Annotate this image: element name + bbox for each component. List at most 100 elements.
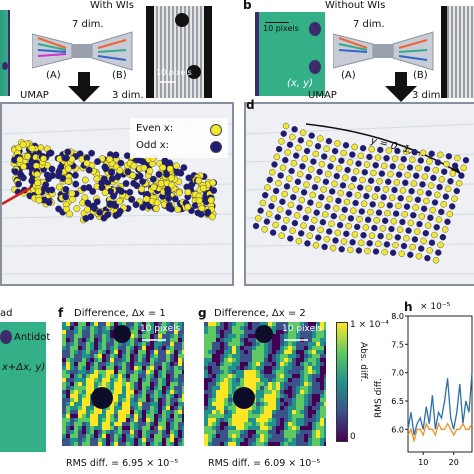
map-cell <box>82 442 86 446</box>
map-cell <box>74 394 78 398</box>
map-cell <box>304 442 308 446</box>
map-cell <box>122 410 126 414</box>
map-cell <box>110 406 114 410</box>
map-cell <box>170 346 174 350</box>
umap-point <box>368 146 375 153</box>
map-cell <box>304 386 308 390</box>
map-cell <box>260 406 264 410</box>
map-cell <box>118 378 122 382</box>
umap-dim-right: 3 dim. <box>412 90 444 101</box>
map-cell <box>312 342 316 346</box>
map-cell <box>208 382 212 386</box>
map-cell <box>216 338 220 342</box>
map-cell <box>320 346 324 350</box>
map-cell <box>86 350 90 354</box>
map-cell <box>236 354 240 358</box>
map-cell <box>212 430 216 434</box>
umap-point <box>360 200 368 208</box>
umap-point <box>357 239 365 247</box>
map-cell <box>174 378 178 382</box>
map-cell <box>236 334 240 338</box>
umap-point <box>372 248 380 255</box>
map-cell <box>170 422 174 426</box>
map-cell <box>150 350 154 354</box>
map-cell <box>78 326 82 330</box>
map-cell <box>308 322 312 326</box>
map-cell <box>174 338 178 342</box>
map-cell <box>66 334 70 338</box>
map-cell <box>316 346 320 350</box>
map-cell <box>62 442 66 446</box>
map-cell <box>236 410 240 414</box>
umap-point <box>209 179 217 187</box>
map-cell <box>82 362 86 366</box>
map-cell <box>158 362 162 366</box>
map-cell <box>142 326 146 330</box>
map-cell <box>252 342 256 346</box>
map-cell <box>134 338 138 342</box>
map-cell <box>174 418 178 422</box>
map-cell <box>292 346 296 350</box>
umap-point <box>384 209 391 217</box>
map-cell <box>320 398 324 402</box>
umap-point <box>90 202 98 210</box>
map-cell <box>316 358 320 362</box>
map-cell <box>102 374 106 378</box>
map-cell <box>182 422 184 426</box>
map-cell <box>260 434 264 438</box>
map-cell <box>70 330 74 334</box>
umap-point <box>85 166 93 174</box>
map-cell <box>110 442 114 446</box>
map-cell <box>280 390 284 394</box>
map-cell <box>82 374 86 378</box>
map-cell <box>296 362 300 366</box>
map-cell <box>228 362 232 366</box>
map-cell <box>320 354 324 358</box>
map-cell <box>292 434 296 438</box>
map-cell <box>228 370 232 374</box>
map-cell <box>174 434 178 438</box>
map-cell <box>316 374 320 378</box>
map-cell <box>106 326 110 330</box>
map-cell <box>142 386 146 390</box>
umap-point <box>411 148 418 156</box>
map-cell <box>166 402 170 406</box>
map-cell <box>134 362 138 366</box>
umap-point <box>399 187 407 194</box>
umap-point <box>434 159 442 166</box>
map-cell <box>74 390 78 394</box>
map-cell <box>126 434 130 438</box>
map-cell <box>244 342 248 346</box>
map-cell <box>248 354 252 358</box>
map-cell <box>256 342 260 346</box>
map-cell <box>212 346 216 350</box>
map-cell <box>70 414 74 418</box>
map-cell <box>158 422 162 426</box>
map-cell <box>82 398 86 402</box>
map-cell <box>166 414 170 418</box>
umap-point <box>66 210 74 218</box>
map-cell <box>208 390 212 394</box>
map-cell <box>324 390 326 394</box>
umap-point <box>266 176 273 184</box>
map-cell <box>312 418 316 422</box>
map-cell <box>86 394 90 398</box>
map-cell <box>244 370 248 374</box>
map-cell <box>320 390 324 394</box>
map-cell <box>256 386 260 390</box>
umap-point <box>208 213 216 221</box>
umap-point <box>376 178 383 185</box>
map-cell <box>170 410 174 414</box>
map-cell <box>292 414 296 418</box>
map-cell <box>74 398 78 402</box>
map-cell <box>288 330 292 334</box>
map-cell <box>244 322 248 326</box>
map-cell <box>288 394 292 398</box>
map-cell <box>170 434 174 438</box>
map-cell <box>220 430 224 434</box>
umap-point <box>306 232 313 239</box>
map-cell <box>146 402 150 406</box>
map-cell <box>284 434 288 438</box>
map-cell <box>106 374 110 378</box>
umap-point <box>365 185 372 192</box>
